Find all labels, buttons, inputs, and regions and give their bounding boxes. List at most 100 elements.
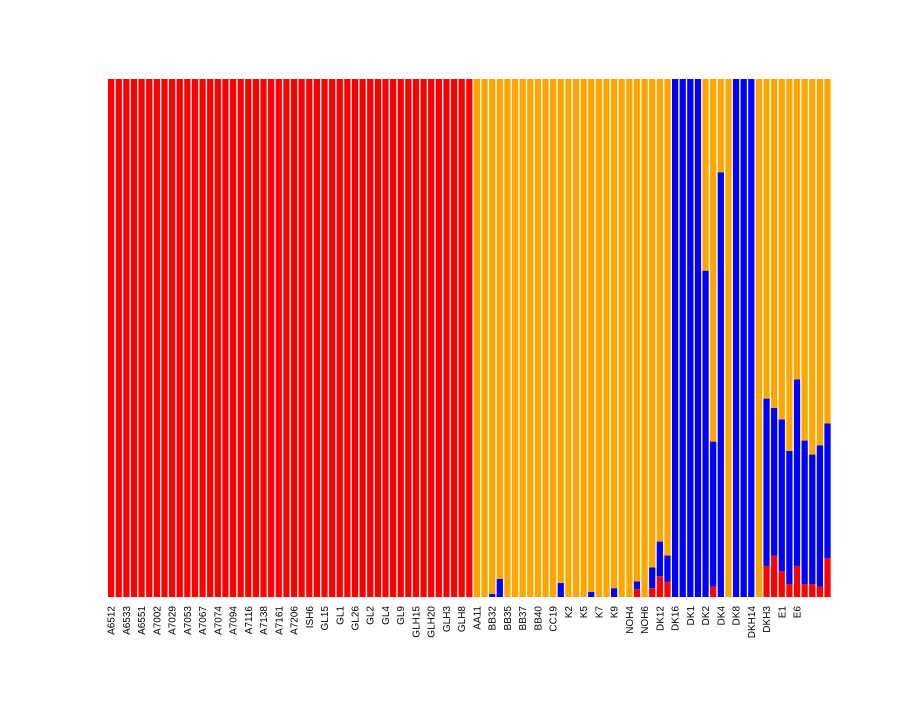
bar-segment-blue-72: [649, 567, 656, 589]
bar-segment-red-47: [458, 79, 465, 597]
bar-segment-orange-51: [489, 79, 496, 594]
x-tick-label: A7094: [229, 606, 240, 635]
x-tick-label: DK16: [671, 606, 682, 631]
bar-segment-red-31: [336, 79, 343, 597]
bar-segment-orange-80: [710, 79, 717, 442]
bar-segment-red-8: [161, 79, 168, 597]
bar-segment-red-34: [359, 79, 366, 597]
x-tick-label: DKH3: [762, 606, 773, 633]
bar-segment-red-25: [290, 79, 298, 597]
bar-segment-orange-91: [793, 79, 801, 380]
x-tick-labels: A6512 A6533 A6551 A7002 A7029 A7053 A7067 A7074…: [107, 606, 804, 639]
bar-segment-red-28: [313, 79, 321, 597]
bar-segment-red-33: [351, 79, 359, 597]
bar-segment-orange-90: [786, 79, 793, 451]
bar-segment-red-37: [382, 79, 389, 597]
bar-segment-red-27: [306, 79, 313, 597]
x-tick-label: BB32: [488, 606, 499, 631]
x-tick-label: AA11: [472, 606, 483, 630]
bar-segment-red-29: [321, 79, 328, 597]
x-tick-label: DKH14: [747, 606, 758, 639]
bar-segment-orange-65: [595, 79, 602, 597]
x-tick-label: GLH8: [457, 606, 468, 633]
x-tick-label: A7053: [183, 606, 194, 635]
bar-segment-blue-93: [809, 454, 816, 585]
bar-segment-red-44: [435, 79, 442, 597]
bar-segment-blue-52: [496, 578, 503, 597]
bar-segment-orange-59: [550, 79, 557, 597]
bar-segment-blue-60: [557, 583, 564, 597]
bar-segment-red-22: [268, 79, 275, 597]
bar-segment-blue-85: [748, 79, 755, 597]
x-tick-label: A7206: [290, 606, 301, 635]
bar-segment-orange-49: [473, 79, 481, 597]
bar-segment-red-39: [397, 79, 404, 597]
bar-segment-red-35: [367, 79, 374, 597]
bar-segment-orange-86: [755, 79, 763, 597]
bar-segment-orange-67: [610, 79, 618, 589]
bar-segment-red-17: [229, 79, 237, 597]
bar-segment-red-5: [138, 79, 145, 597]
x-tick-label: A6533: [122, 606, 133, 635]
x-tick-label: K2: [564, 606, 575, 619]
bar-segment-blue-79: [702, 270, 709, 597]
x-tick-label: E6: [793, 606, 804, 619]
bar-segment-red-10: [176, 79, 183, 597]
bar-segment-orange-52: [496, 79, 503, 579]
bar-segment-blue-81: [717, 172, 724, 598]
bar-segment-blue-89: [778, 419, 785, 572]
bar-segment-blue-74: [664, 555, 671, 582]
bar-segment-orange-89: [778, 79, 785, 420]
x-tick-label: BB40: [533, 606, 544, 631]
bar-segment-blue-94: [816, 445, 824, 587]
x-tick-label: DK2: [701, 606, 712, 626]
bar-segment-red-26: [298, 79, 305, 597]
bar-segment-orange-64: [588, 79, 595, 592]
x-tick-label: K7: [594, 606, 605, 619]
x-tick-label: NOH4: [625, 606, 636, 634]
bar-segment-red-19: [245, 79, 252, 597]
bar-segment-orange-94: [816, 79, 824, 446]
bar-segment-blue-83: [732, 79, 740, 597]
bar-segment-orange-95: [824, 79, 831, 424]
bar-segment-orange-60: [557, 79, 564, 584]
bar-segment-orange-53: [504, 79, 511, 597]
bar-segment-red-90: [786, 584, 793, 597]
bar-segment-red-9: [168, 79, 176, 597]
x-tick-label: A7029: [168, 606, 179, 635]
bar-segment-blue-51: [489, 593, 496, 597]
x-tick-label: GLH20: [427, 606, 438, 638]
bar-segment-orange-57: [534, 79, 542, 597]
bar-segment-red-88: [771, 555, 778, 597]
bar-segment-red-23: [275, 79, 282, 597]
bar-segment-red-93: [809, 584, 816, 597]
x-tick-label: BB35: [503, 606, 514, 631]
bar-segment-orange-74: [664, 79, 671, 556]
x-tick-label: DK8: [732, 606, 743, 626]
bar-segment-red-46: [450, 79, 458, 597]
bar-segment-red-41: [412, 79, 420, 597]
bar-segment-orange-62: [572, 79, 580, 597]
bar-segment-red-7: [153, 79, 160, 597]
bar-segment-orange-79: [702, 79, 709, 271]
x-tick-label: GL4: [381, 606, 392, 625]
bar-segment-orange-73: [656, 79, 663, 542]
bar-segment-red-43: [428, 79, 435, 597]
bar-segment-red-92: [801, 584, 808, 597]
x-tick-label: GLH15: [411, 606, 422, 638]
x-tick-label: DK12: [655, 606, 666, 631]
bar-segment-red-30: [329, 79, 336, 597]
bar-segment-red-4: [130, 79, 138, 597]
bar-segment-red-16: [222, 79, 229, 597]
bar-segment-orange-56: [527, 79, 534, 597]
x-tick-label: A7161: [274, 606, 285, 635]
bar-segment-blue-95: [824, 423, 831, 559]
bar-segment-orange-92: [801, 79, 808, 441]
bar-segment-red-12: [191, 79, 199, 597]
bar-segment-blue-90: [786, 450, 793, 585]
bar-segment-blue-77: [687, 79, 694, 597]
x-tick-label: A6551: [137, 606, 148, 635]
x-tick-label: DK4: [716, 606, 727, 626]
